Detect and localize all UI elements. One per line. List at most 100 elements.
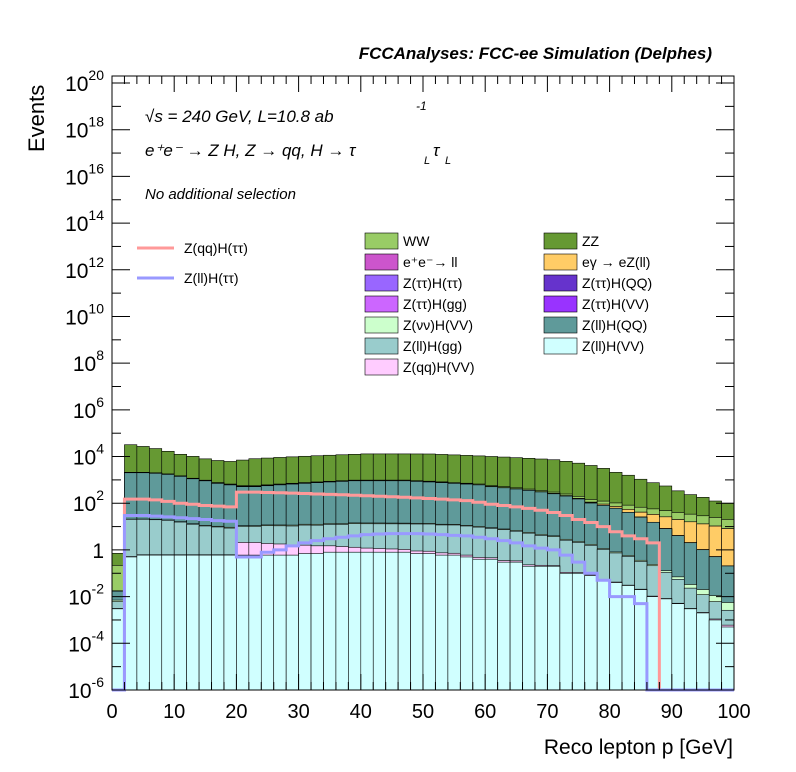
bar-z-ll-h-vv-10 <box>236 554 250 691</box>
annotation-selection: No additional selection <box>145 186 296 203</box>
legend-label-zz: ZZ <box>582 233 600 249</box>
legend-swatch-z-qq-h-vv <box>364 358 399 376</box>
legend-label-e-e-ll: e⁺e⁻→ ll <box>403 254 457 270</box>
line-legend: Z(qq)H(ττ) Z(ll)H(ττ) <box>137 240 248 286</box>
bar-z-ll-h-vv-26 <box>435 554 449 691</box>
stack-bars <box>111 444 735 691</box>
x-tick-label-4: 40 <box>350 701 372 723</box>
legend-swatch-ww <box>364 232 399 250</box>
bar-z-ll-h-vv-36 <box>559 572 573 691</box>
bar-z-ll-h-vv-38 <box>584 575 598 691</box>
bar-z-ll-h-vv-5 <box>173 554 187 691</box>
y-tick-label-8: 1010 <box>65 300 104 329</box>
y-axis-label: Events <box>24 85 49 152</box>
bar-z-ll-h-vv-48 <box>708 619 722 691</box>
bar-z-ll-h-vv-4 <box>161 554 175 691</box>
bar-z-ll-h-vv-32 <box>509 561 523 691</box>
bar-z-ll-h-vv-28 <box>460 556 474 691</box>
legend-label-z-qq-h-vv: Z(qq)H(VV) <box>403 359 475 375</box>
legend-swatch-z-ll-h-gg <box>364 337 399 355</box>
legend-label-z-h-qq: Z(ττ)H(QQ) <box>582 275 652 291</box>
legend-label-z-h: Z(ττ)H(ττ) <box>403 275 462 291</box>
y-tick-label-10: 1014 <box>65 207 104 236</box>
annotation-process: e⁺e⁻ → Z H, Z → qq, H → τ L τ L <box>145 141 451 167</box>
bar-z-ll-h-vv-39 <box>596 580 610 691</box>
bar-z-ll-h-vv-8 <box>211 554 225 691</box>
legend-swatch-z-h <box>364 274 399 292</box>
bar-z-ll-h-vv-34 <box>534 565 548 691</box>
bar-z-ll-h-vv-45 <box>671 603 685 691</box>
x-tick-label-1: 10 <box>163 701 185 723</box>
y-tick-label-5: 104 <box>73 441 104 470</box>
energy-superscript: -1 <box>416 99 427 113</box>
legend-swatch-z-h-qq <box>543 274 578 292</box>
legend-label-z-ll-h-vv: Z(ll)H(VV) <box>582 338 644 354</box>
y-axis: 10-6 10-4 10-2 1 102 104 106 108 1010 1012 1014 101… <box>65 67 734 703</box>
x-tick-label-8: 80 <box>598 701 620 723</box>
x-axis-label: Reco lepton p [GeV] <box>544 736 733 759</box>
chart-title: FCCAnalyses: FCC-ee Simulation (Delphes) <box>359 44 713 63</box>
legend-swatch-z-ll-h-vv <box>543 337 578 355</box>
bar-z-ll-h-vv-43 <box>646 596 660 691</box>
bar-z-ll-h-vv-37 <box>571 572 586 691</box>
x-tick-label-3: 30 <box>287 701 309 723</box>
bar-z-ll-h-vv-6 <box>186 554 200 691</box>
x-axis: 0 10 20 30 40 50 60 70 80 90 100 <box>106 76 751 723</box>
y-tick-label-3: 1 <box>92 540 104 563</box>
bar-z-ll-h-vv-3 <box>149 554 163 691</box>
legend-label-z-h-vv: Z(ττ)H(VV) <box>582 296 649 312</box>
legend-swatch-e-e-ll <box>364 253 399 271</box>
process-tau-2: τ <box>433 141 441 160</box>
bar-z-ll-h-vv-15 <box>298 553 312 691</box>
bar-z-ll-h-vv-18 <box>335 551 349 691</box>
bar-z-ll-h-vv-14 <box>285 554 299 691</box>
bar-z-ll-h-vv-27 <box>447 554 461 691</box>
bar-z-ll-h-vv-16 <box>310 553 324 691</box>
bar-z-ll-h-vv-49 <box>721 626 735 691</box>
y-tick-label-9: 1012 <box>65 254 104 283</box>
legend-label-ww: WW <box>403 233 430 249</box>
bar-z-ll-h-vv-23 <box>397 551 411 691</box>
line-z-qq-h <box>112 490 734 692</box>
line-legend-label-z-qq-h: Z(qq)H(ττ) <box>184 240 248 256</box>
bar-z-ll-h-vv-31 <box>497 561 511 691</box>
legend-label-z-ll-h-qq: Z(ll)H(QQ) <box>582 317 647 333</box>
x-tick-label-6: 60 <box>474 701 496 723</box>
bar-z-ll-h-vv-20 <box>360 551 374 691</box>
bar-z-ll-h-vv-35 <box>547 565 561 691</box>
bar-z-ll-h-vv-25 <box>422 553 436 691</box>
bar-z-ll-h-vv-30 <box>484 558 498 691</box>
bar-z-ll-h-vv-44 <box>659 598 673 691</box>
x-tick-label-0: 0 <box>106 701 117 723</box>
bar-z-ll-h-vv-22 <box>385 551 399 691</box>
legend-label-z-ll-h-gg: Z(ll)H(gg) <box>403 338 462 354</box>
energy-text: √s = 240 GeV, L=10.8 ab <box>145 107 334 126</box>
bar-z-ll-h-vv-21 <box>372 551 386 691</box>
x-tick-label-2: 20 <box>225 701 247 723</box>
bar-z-ll-h-vv-41 <box>621 585 635 691</box>
legend-label-z-h-vv: Z(νν)H(VV) <box>403 317 473 333</box>
bar-z-ll-h-vv-24 <box>410 553 424 691</box>
bar-z-ll-h-vv-29 <box>472 558 486 691</box>
annotation-energy: √s = 240 GeV, L=10.8 ab -1 <box>145 99 427 126</box>
bar-z-ll-h-vv-40 <box>609 582 623 691</box>
legend-label-e-ez-ll: eγ → eZ(ll) <box>582 254 650 270</box>
y-tick-label-4: 102 <box>73 487 104 516</box>
line-legend-label-z-ll-h: Z(ll)H(ττ) <box>184 270 239 286</box>
legend-swatch-z-h-vv <box>543 295 578 313</box>
bar-z-ll-h-vv-33 <box>522 565 536 691</box>
y-tick-label-12: 1018 <box>65 114 104 143</box>
legend-swatch-z-h-gg <box>364 295 399 313</box>
bar-z-ll-h-vv-12 <box>260 554 275 691</box>
bar-z-ll-h-vv-47 <box>696 612 710 691</box>
x-tick-label-7: 70 <box>536 701 558 723</box>
bar-z-ll-h-vv-19 <box>348 551 362 691</box>
y-tick-label-13: 1020 <box>65 67 104 96</box>
bar-z-ll-h-vv-17 <box>323 551 337 691</box>
line-z-ll-h <box>112 513 734 692</box>
bar-z-ll-h-vv-13 <box>273 554 287 691</box>
process-subscript-2: L <box>445 155 451 167</box>
line-series <box>112 490 734 692</box>
y-tick-label-11: 1016 <box>65 160 104 189</box>
